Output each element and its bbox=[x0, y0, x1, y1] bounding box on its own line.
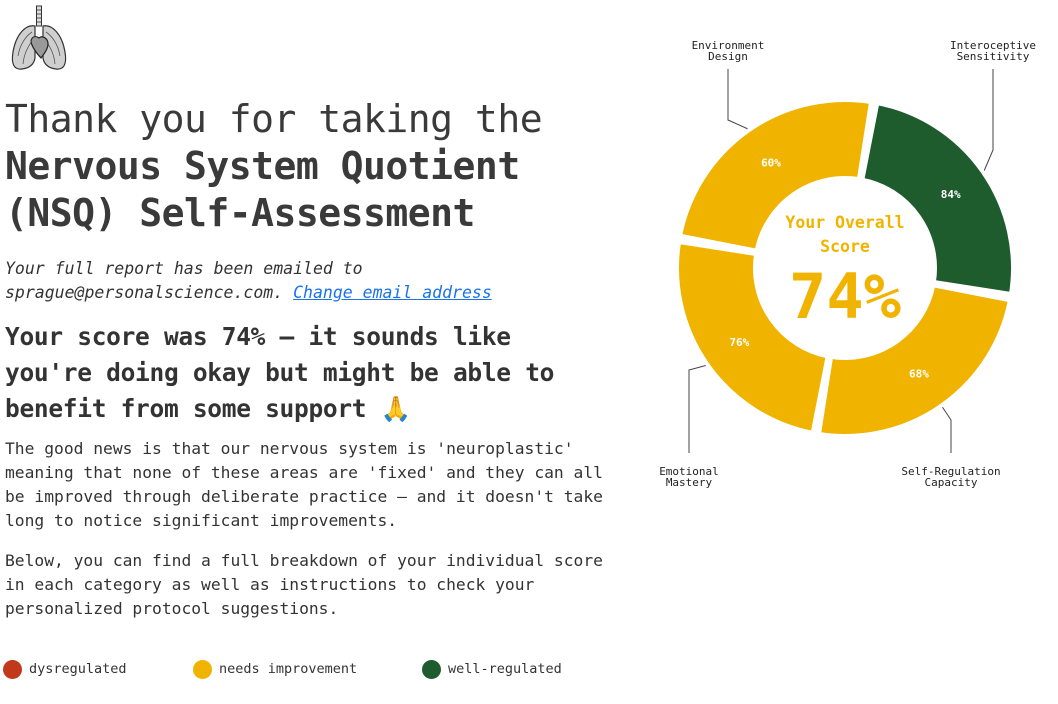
leader-line bbox=[942, 406, 952, 453]
legend-item-dysregulated: dysregulated bbox=[3, 659, 127, 679]
category-label-line1: Environment bbox=[692, 39, 765, 52]
category-label-line2: Capacity bbox=[925, 476, 978, 489]
category-label-line1: Interoceptive bbox=[950, 39, 1036, 52]
legend-dot-red bbox=[3, 659, 22, 679]
donut-segment bbox=[816, 282, 1013, 438]
center-title-line1: Your Overall bbox=[785, 213, 904, 232]
score-legend: dysregulated needs improvement well-regu… bbox=[3, 659, 623, 679]
leader-line bbox=[983, 69, 994, 171]
neuroplastic-paragraph: The good news is that our nervous system… bbox=[5, 439, 603, 530]
segment-value-label: 84% bbox=[941, 188, 961, 201]
score-headline: Your score was 74% — it sounds like you'… bbox=[5, 322, 555, 423]
title-line-2: Nervous System Quotient bbox=[5, 144, 520, 188]
email-address: sprague@personalscience.com. bbox=[5, 283, 284, 302]
category-label-line2: Design bbox=[708, 50, 748, 63]
legend-label: needs improvement bbox=[219, 661, 358, 677]
center-title-line2: Score bbox=[820, 237, 870, 256]
change-email-link[interactable]: Change email address bbox=[293, 283, 492, 302]
breakdown-paragraph: Below, you can find a full breakdown of … bbox=[5, 551, 603, 618]
title-line-3: (NSQ) Self-Assessment bbox=[5, 191, 475, 235]
segment-value-label: 68% bbox=[909, 368, 929, 381]
leader-line bbox=[688, 365, 706, 453]
page-title: Thank you for taking the Nervous System … bbox=[5, 96, 605, 237]
legend-dot-green bbox=[422, 659, 441, 679]
category-label-line2: Mastery bbox=[666, 476, 713, 489]
donut-segment bbox=[677, 98, 874, 254]
legend-item-needs-improvement: needs improvement bbox=[193, 659, 357, 679]
donut-segment bbox=[675, 239, 831, 436]
legend-dot-yellow bbox=[193, 659, 212, 679]
donut-segment bbox=[859, 100, 1015, 297]
intro-section: Thank you for taking the Nervous System … bbox=[5, 96, 605, 621]
email-notice: Your full report has been emailed to spr… bbox=[5, 257, 605, 305]
lungs-heart-icon bbox=[8, 4, 70, 72]
segment-value-label: 76% bbox=[729, 336, 749, 349]
category-label-line1: Emotional bbox=[659, 465, 719, 478]
category-label-line2: Sensitivity bbox=[957, 50, 1030, 63]
legend-label: well-regulated bbox=[448, 661, 562, 677]
overall-score-value: 74% bbox=[789, 260, 901, 333]
category-label-line1: Self-Regulation bbox=[901, 465, 1000, 478]
leader-line bbox=[727, 69, 748, 130]
legend-item-well-regulated: well-regulated bbox=[422, 659, 562, 679]
title-line-1: Thank you for taking the bbox=[5, 97, 543, 141]
score-donut-chart: 84% 68% 76% 60% Interoceptive Sensitivity Sel… bbox=[640, 30, 1050, 500]
email-notice-text: Your full report has been emailed to bbox=[5, 259, 363, 278]
segment-value-label: 60% bbox=[761, 156, 781, 169]
legend-label: dysregulated bbox=[29, 661, 127, 677]
